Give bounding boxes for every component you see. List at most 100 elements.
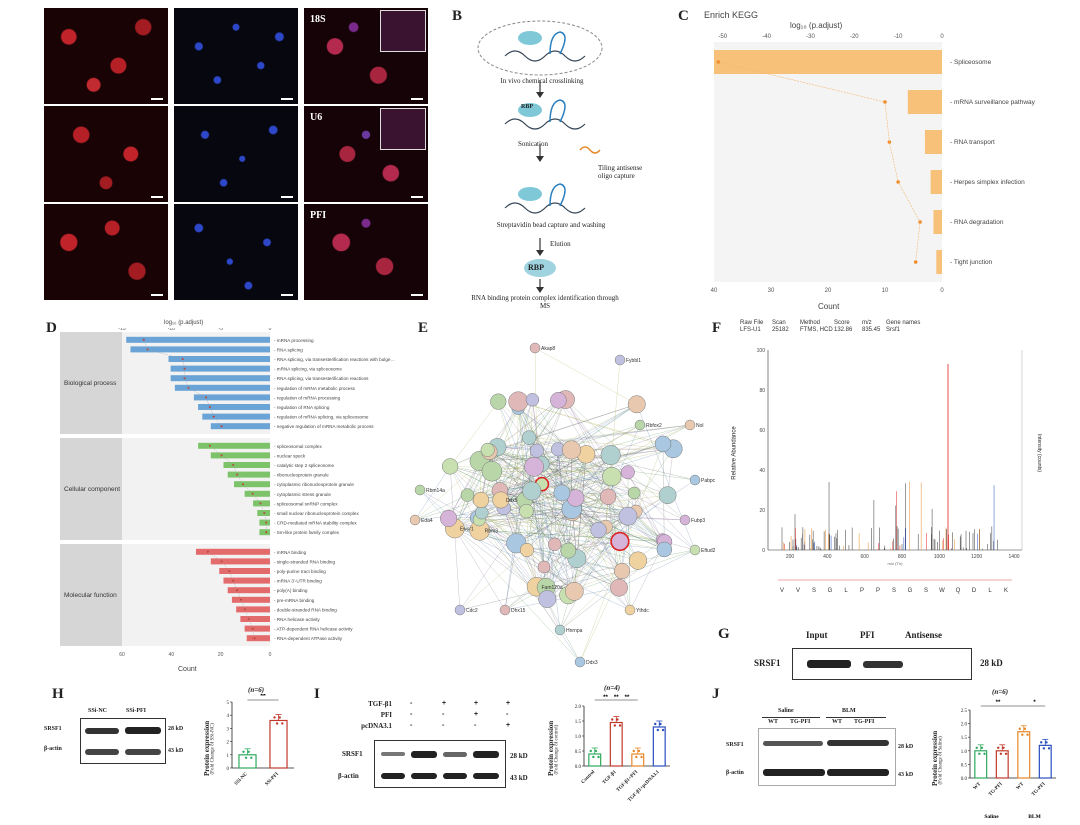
go-bar	[259, 519, 270, 526]
go-bar	[196, 548, 270, 555]
kegg-bar	[930, 170, 942, 194]
ms-meta-value: FTMS, HCD	[800, 327, 833, 333]
go-category-label: - mRNA splicing, via spliceosome	[274, 367, 342, 372]
step-label-elution: Elution	[550, 240, 571, 248]
network-node	[618, 506, 638, 526]
kegg-bar	[924, 130, 942, 154]
j-bar-chart: 0.00.51.01.52.02.5WT TG-PFI WT TG-PFI** *Sal…	[961, 700, 1056, 820]
x-category-label: SSi-NC	[234, 772, 249, 787]
go-category-label: - catalytic step 2 spliceosome	[274, 463, 334, 468]
rna-hairpin	[549, 31, 566, 55]
network-node	[654, 435, 672, 453]
go-category-label: - mRNA binding	[274, 550, 307, 555]
network-node	[614, 354, 626, 366]
panel-i-label: I	[314, 686, 320, 702]
blot-band	[443, 773, 467, 779]
network-edge	[536, 450, 665, 550]
network-node-label: Rbm14a	[426, 488, 445, 494]
blot-band	[411, 751, 437, 758]
kegg-bar	[933, 210, 942, 234]
network-node	[553, 484, 571, 502]
kegg-bar	[936, 250, 942, 274]
dna-helix	[504, 50, 586, 62]
spectrum-y-tick: 20	[759, 508, 765, 514]
micrograph-pfi-merge: PFI	[304, 204, 428, 300]
workflow-diagram	[477, 20, 603, 293]
ms-meta-value: 25182	[772, 327, 789, 333]
network-edge	[414, 466, 451, 521]
go-bottom-tick: 0	[269, 652, 272, 658]
kegg-bottom-tick: 20	[825, 288, 832, 294]
data-point	[242, 750, 245, 753]
kegg-bar	[907, 90, 942, 114]
network-node	[490, 393, 507, 410]
j-group-line	[826, 717, 886, 718]
network-node	[627, 395, 646, 414]
bar	[1038, 744, 1052, 779]
y-tick-label: 0.5	[961, 763, 968, 768]
final-step-label: RNA binding protein complex identificati…	[471, 294, 619, 310]
go-bar	[246, 635, 270, 642]
ms-meta-value: 132.86	[834, 327, 853, 333]
y-tick-label: 1.0	[961, 750, 968, 755]
dna-helix	[504, 118, 586, 130]
scale-bar	[281, 294, 293, 296]
cell-outline	[477, 20, 603, 76]
network-node	[525, 393, 540, 407]
probe-tag-u6: U6	[310, 112, 323, 123]
network-node	[613, 562, 631, 580]
network-node	[624, 604, 636, 616]
g-lane-pfi: PFI	[860, 630, 875, 640]
go-category-label: - mRNA processing	[274, 338, 314, 343]
panel-h: SSi-NC SSi-PFI SRSF1 β-actin 28 kD 43 kD…	[44, 686, 300, 823]
go-bottom-tick: 20	[218, 652, 224, 658]
rbp-blob	[518, 103, 542, 117]
j-group-saline: Saline	[778, 708, 794, 714]
i-row-actin: β-actin	[338, 772, 359, 780]
network-edge	[516, 512, 573, 544]
j-lane-tgpfi: TG-PFI	[854, 719, 875, 725]
micrograph-18s-red	[44, 8, 168, 104]
go-top-tick: -10	[168, 328, 175, 332]
significance-stars: **	[625, 695, 630, 701]
network-edge	[557, 449, 569, 596]
network-edge	[477, 517, 665, 550]
i-condition-name: PFI	[380, 711, 392, 719]
j-ysub: (Fold Change of Saline)	[938, 736, 944, 785]
data-point	[1021, 733, 1024, 736]
network-edge	[477, 517, 561, 631]
go-category-label: - negative regulation of mRNA metabolic …	[274, 424, 374, 429]
network-node	[564, 581, 584, 601]
go-bar	[244, 625, 270, 632]
network-edge	[489, 451, 631, 611]
rbp-blob	[518, 187, 542, 201]
network-edge	[574, 549, 696, 592]
network-node	[454, 604, 466, 616]
step-label-sonication: Sonication	[518, 140, 548, 148]
network-edge	[499, 424, 691, 491]
rbp-final-label: RBP	[528, 263, 544, 272]
x-category-label: TGF-β1	[602, 770, 618, 786]
j-row-srsf1: SRSF1	[726, 742, 744, 748]
data-point	[244, 756, 248, 759]
network-edge	[448, 512, 573, 519]
panel-c-label: C	[678, 8, 689, 24]
panel-e-network: Akap8 Fybbl1 Rbfox2 Nol Pabpc Fubp3 Eftud2 Ythd…	[405, 340, 716, 675]
go-group-band	[60, 544, 122, 646]
go-bar	[193, 394, 270, 401]
sequence-residue: S	[892, 588, 896, 594]
y-tick-label: 5	[227, 701, 230, 706]
panel-c-kegg: Enrich KEGG log₁₀ (p.adjust) -50 -40 -30 -2…	[700, 10, 1070, 315]
panel-g-label: G	[718, 626, 730, 642]
go-bar	[210, 423, 270, 430]
network-node-label: Eftud2	[701, 548, 715, 554]
blot-band	[827, 769, 889, 776]
network-node	[600, 445, 621, 465]
panel-f-spectrum: Raw File Scan Method Score m/z Gene names LFS-…	[730, 320, 1075, 620]
scale-bar	[281, 196, 293, 198]
network-node	[550, 392, 567, 409]
step-label-capture: Streptavidin bead capture and washing	[496, 221, 606, 229]
network-node	[529, 342, 541, 354]
j-lane-wt: WT	[832, 719, 843, 725]
